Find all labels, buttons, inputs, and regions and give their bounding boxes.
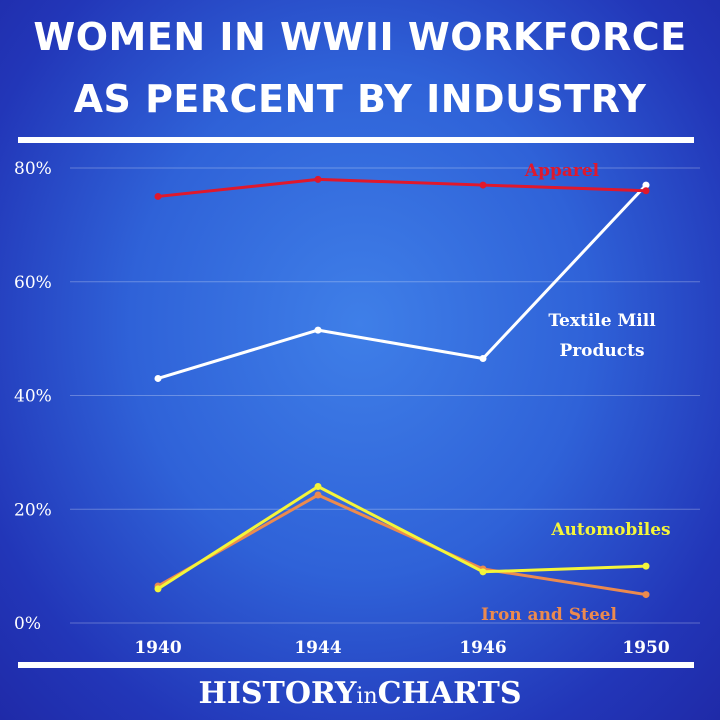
series-label-automobiles: Automobiles bbox=[550, 520, 670, 540]
brand-history: HISTORY bbox=[198, 676, 357, 711]
x-tick-label: 1940 bbox=[134, 638, 181, 658]
series-line-apparel bbox=[157, 177, 647, 198]
data-point-apparel bbox=[642, 187, 650, 195]
data-point-apparel bbox=[479, 181, 487, 189]
data-point-automobiles bbox=[314, 483, 322, 490]
data-point-automobiles bbox=[154, 585, 162, 593]
data-point-apparel bbox=[154, 192, 162, 200]
y-tick-label: 80% bbox=[14, 159, 52, 179]
y-tick-label: 40% bbox=[14, 387, 52, 407]
series-line-textile-mill-products bbox=[157, 184, 648, 380]
series-label-iron-and-steel: Iron and Steel bbox=[481, 605, 617, 625]
brand-charts: CHARTS bbox=[377, 676, 522, 711]
top-divider bbox=[18, 137, 694, 143]
data-point-iron-and-steel bbox=[314, 491, 322, 499]
data-point-textile-mill-products bbox=[314, 326, 322, 334]
series-label-textile-mill-products: Textile Mill bbox=[548, 311, 656, 331]
series-label-textile-mill-products: Products bbox=[559, 341, 644, 361]
bottom-divider bbox=[18, 662, 694, 668]
brand-logo: HISTORYinCHARTS bbox=[0, 672, 720, 719]
x-tick-label: 1950 bbox=[622, 638, 669, 658]
title-line-1: WOMEN IN WWII WORKFORCE bbox=[33, 15, 687, 59]
data-point-automobiles bbox=[642, 562, 650, 570]
x-tick-label: 1944 bbox=[294, 638, 341, 658]
title-line-2: AS PERCENT BY INDUSTRY bbox=[73, 77, 647, 121]
y-tick-label: 20% bbox=[14, 500, 52, 520]
y-tick-label: 0% bbox=[14, 614, 41, 634]
chart-title: WOMEN IN WWII WORKFORCE AS PERCENT BY IN… bbox=[0, 6, 720, 130]
series-label-apparel: Apparel bbox=[524, 161, 600, 181]
data-point-textile-mill-products bbox=[479, 355, 487, 363]
brand-in: in bbox=[356, 684, 378, 709]
data-point-apparel bbox=[314, 175, 322, 183]
y-tick-label: 60% bbox=[14, 273, 52, 293]
data-point-automobiles bbox=[479, 568, 487, 576]
data-point-iron-and-steel bbox=[642, 591, 650, 599]
x-tick-label: 1946 bbox=[459, 638, 506, 658]
series-line-automobiles bbox=[157, 485, 647, 591]
data-point-textile-mill-products bbox=[154, 374, 162, 382]
data-point-textile-mill-products bbox=[642, 181, 650, 189]
series-line-iron-and-steel bbox=[157, 493, 647, 597]
